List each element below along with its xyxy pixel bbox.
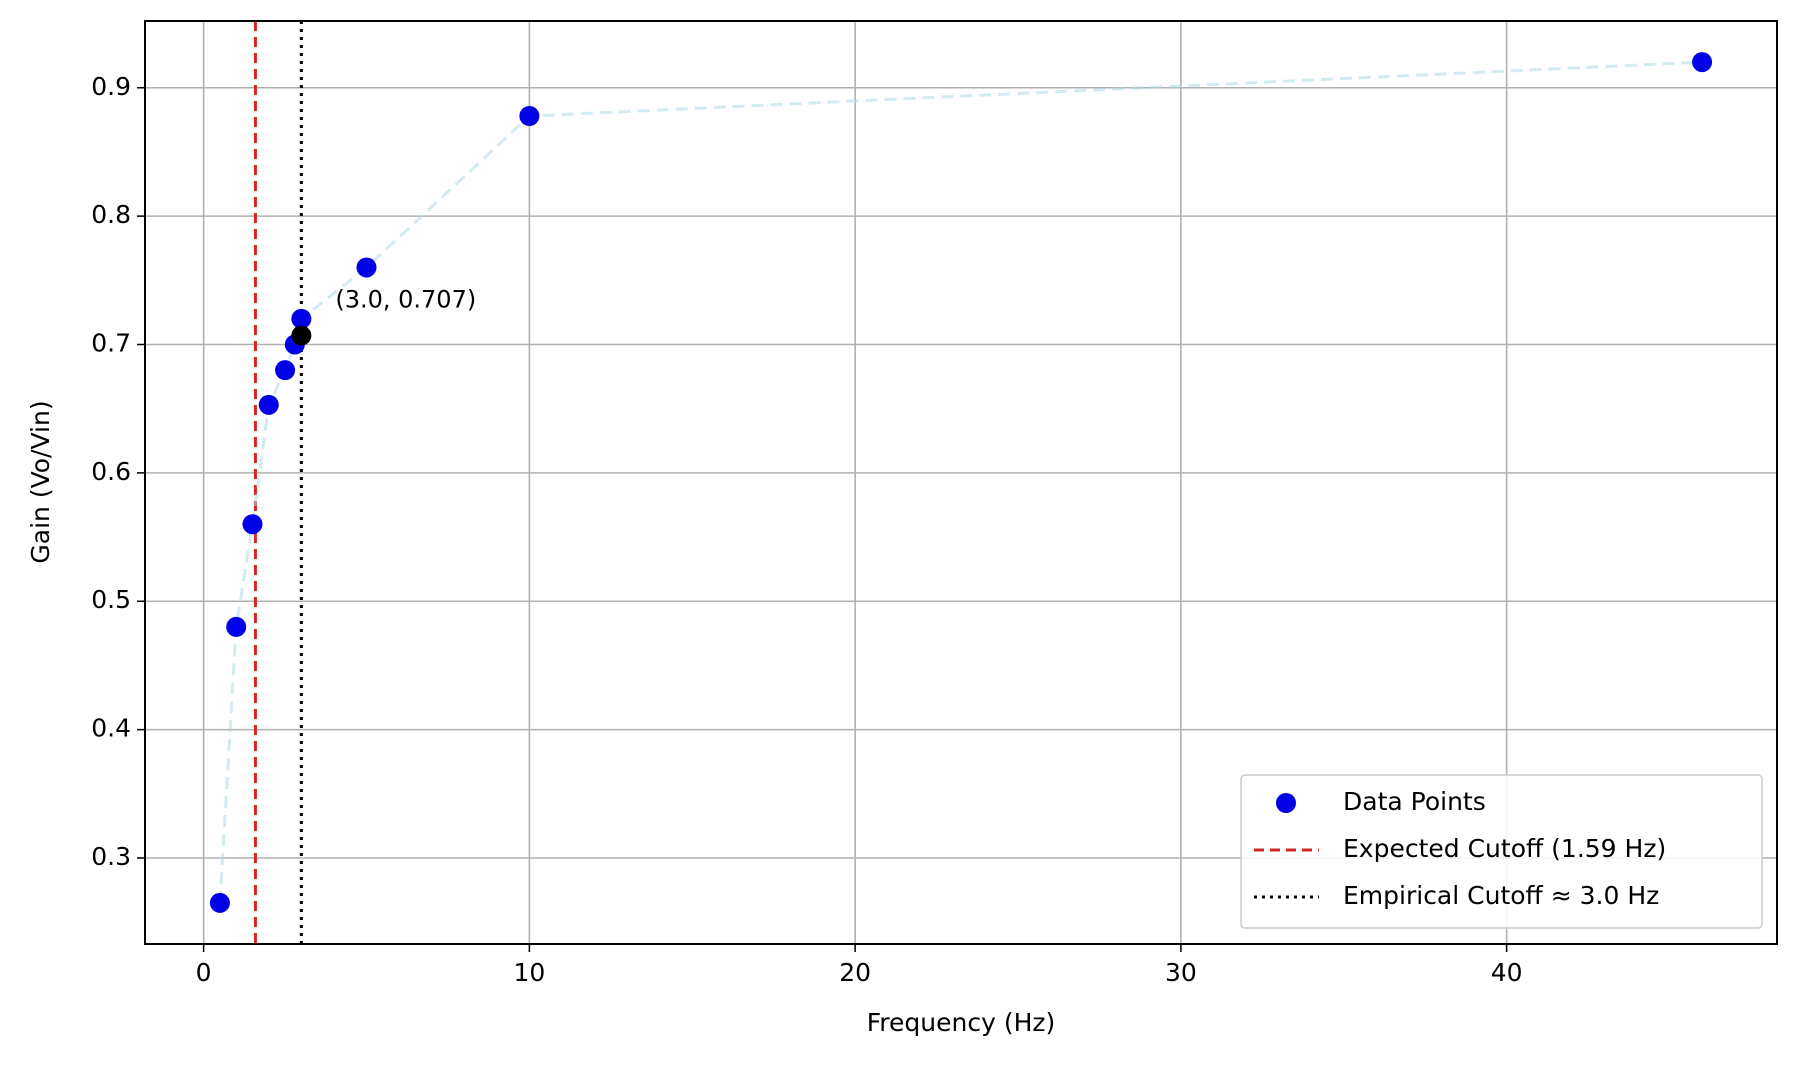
data-point [226, 616, 247, 637]
data-point [291, 308, 312, 329]
legend-box [1240, 774, 1763, 929]
legend-swatch [1276, 793, 1296, 813]
y-tick-label: 0.6 [91, 457, 131, 486]
plot-frame [144, 20, 1778, 945]
data-point [209, 892, 230, 913]
data-point [356, 257, 377, 278]
data-point [258, 394, 279, 415]
data-point [1692, 52, 1713, 73]
data-point [519, 105, 540, 126]
x-tick-label: 30 [1165, 958, 1197, 987]
connecting-line [218, 60, 1703, 904]
x-axis-label: Frequency (Hz) [867, 1008, 1056, 1037]
annotation-label: (3.0, 0.707) [335, 286, 476, 314]
annotation-point [291, 325, 312, 346]
data-point [242, 514, 263, 535]
legend-label: Empirical Cutoff ≈ 3.0 Hz [1343, 881, 1659, 910]
x-tick-label: 10 [513, 958, 545, 987]
legend-label: Data Points [1343, 787, 1486, 816]
x-tick-label: 40 [1491, 958, 1523, 987]
y-tick-label: 0.9 [91, 72, 131, 101]
y-tick-label: 0.4 [91, 714, 131, 743]
y-tick-label: 0.8 [91, 200, 131, 229]
legend: Data Points Expected Cutoff (1.59 Hz) Empi… [1240, 774, 1763, 929]
legend-label: Expected Cutoff (1.59 Hz) [1343, 834, 1666, 863]
data-point [275, 360, 296, 381]
y-tick-label: 0.3 [91, 842, 131, 871]
y-tick-label: 0.5 [91, 585, 131, 614]
x-tick-label: 20 [839, 958, 871, 987]
x-tick-label: 0 [196, 958, 212, 987]
y-tick-label: 0.7 [91, 328, 131, 357]
y-axis-label: Gain (Vo/Vin) [26, 400, 55, 563]
